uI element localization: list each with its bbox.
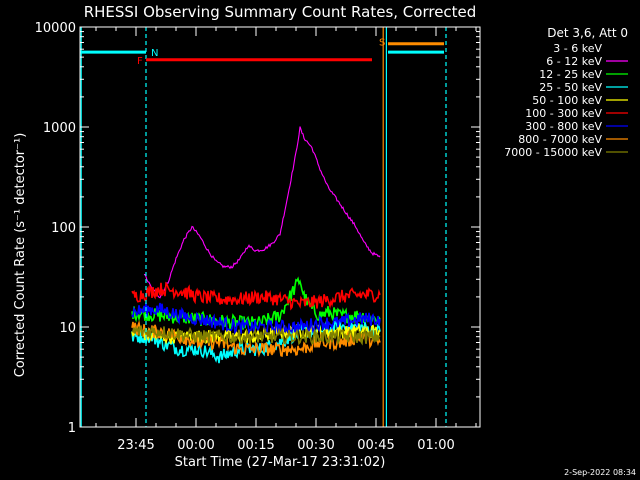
flag-label-n: N [151,48,158,59]
y-tick-label-1: 10 [59,321,76,336]
series-line-5 [131,281,381,311]
x-tick-label-0: 23:45 [117,438,154,453]
flag-label-s: S [379,38,385,49]
y-axis: 1 10 100 1000 10000 [35,21,480,436]
series-line-0 [131,155,381,246]
y-tick-label-4: 10000 [35,21,76,36]
legend-title: Det 3,6, Att 0 [547,26,628,40]
flag-label-f: F [137,56,143,67]
legend-label-0: 3 - 6 keV [553,42,602,55]
series-line-4 [131,322,381,345]
x-tick-label-2: 00:15 [237,438,274,453]
plot-frame [79,26,481,428]
legend-label-8: 7000 - 15000 keV [504,146,602,159]
x-axis: 23:45 00:00 00:15 00:30 00:45 01:00 [95,27,477,453]
flag-layer: NF S [80,38,444,67]
timestamp: 2-Sep-2022 08:34 [564,468,636,477]
legend-label-5: 100 - 300 keV [525,107,602,120]
legend-label-2: 12 - 25 keV [539,68,602,81]
x-tick-label-1: 00:00 [177,438,214,453]
series-layer [131,126,381,364]
legend-label-3: 25 - 50 keV [539,81,602,94]
y-tick-label-3: 1000 [43,121,76,136]
chart-title: RHESSI Observing Summary Count Rates, Co… [84,3,477,21]
series-line-6 [131,302,381,336]
series-line-8 [131,325,381,346]
x-tick-label-4: 00:45 [357,438,394,453]
legend-label-1: 6 - 12 keV [546,55,602,68]
legend-label-7: 800 - 7000 keV [518,133,602,146]
legend-label-6: 300 - 800 keV [525,120,602,133]
y-tick-label-2: 100 [51,221,76,236]
x-tick-label-3: 00:30 [297,438,334,453]
x-axis-label: Start Time (27-Mar-17 23:31:02) [175,455,386,470]
legend-label-4: 50 - 100 keV [532,94,602,107]
series-line-1 [143,126,381,299]
x-tick-label-5: 01:00 [417,438,454,453]
y-tick-label-0: 1 [68,421,76,436]
y-axis-label: Corrected Count Rate (s⁻¹ detector⁻¹) [13,133,28,378]
marker-layer [80,27,447,427]
